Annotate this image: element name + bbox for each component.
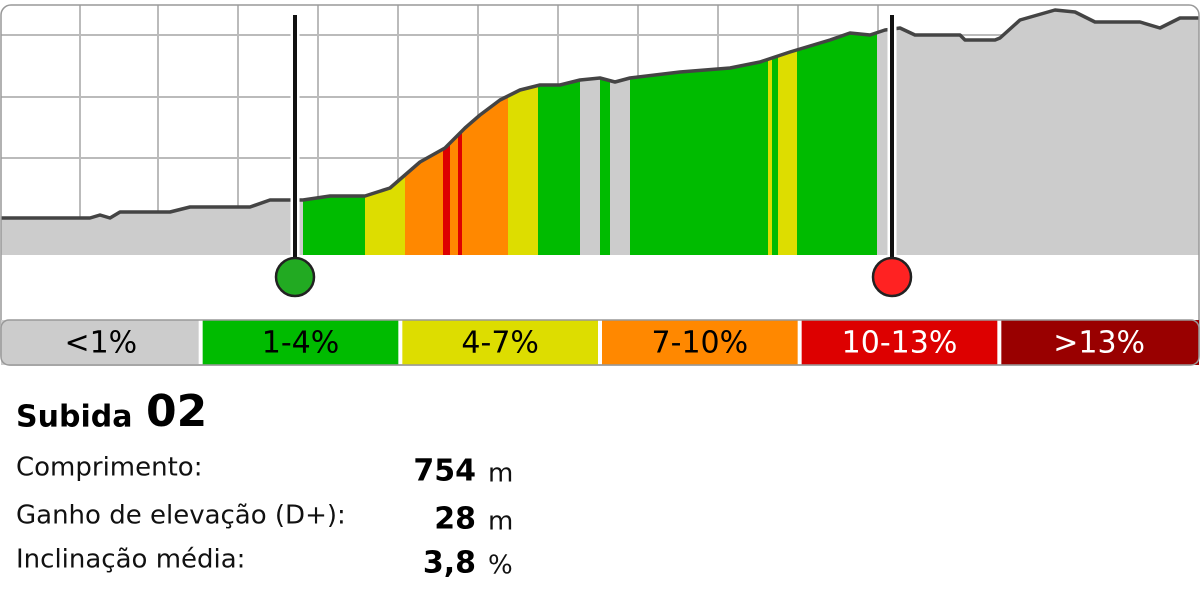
legend-label: 4-7% — [461, 326, 539, 361]
stat-value: 28 — [434, 502, 476, 537]
stat-label: Comprimento: — [16, 453, 202, 483]
stats: Comprimento: 754 m Ganho de elevação (D+): 2… — [16, 453, 513, 581]
end-marker — [871, 15, 913, 298]
legend-frame — [0, 319, 1200, 366]
stat-unit: m — [488, 459, 513, 489]
stat-value: 3,8 — [423, 546, 476, 581]
legend-label: <1% — [64, 326, 137, 361]
legend-swatch — [602, 320, 798, 365]
title-label: Subida — [16, 400, 132, 435]
stat-value: 754 — [413, 454, 476, 489]
stat-label: Inclinação média: — [16, 545, 245, 575]
legend-swatch — [1, 320, 199, 365]
legend-swatch — [202, 320, 399, 365]
stat-label: Ganho de elevação (D+): — [16, 501, 346, 531]
legend: <1% 1-4% 4-7% 7-10% 10-13% >13% — [0, 319, 1200, 366]
stat-unit: m — [488, 507, 513, 537]
legend-swatch — [801, 320, 998, 365]
legend-swatch — [1001, 320, 1199, 365]
legend-label: 10-13% — [842, 326, 958, 361]
start-marker — [274, 15, 316, 298]
title-number: 02 — [146, 386, 207, 437]
legend-label: 7-10% — [652, 326, 749, 361]
legend-swatch — [402, 320, 598, 365]
profile — [1, 5, 1199, 255]
legend-label: 1-4% — [262, 326, 340, 361]
stat-unit: % — [488, 551, 513, 581]
legend-label: >13% — [1053, 326, 1145, 361]
